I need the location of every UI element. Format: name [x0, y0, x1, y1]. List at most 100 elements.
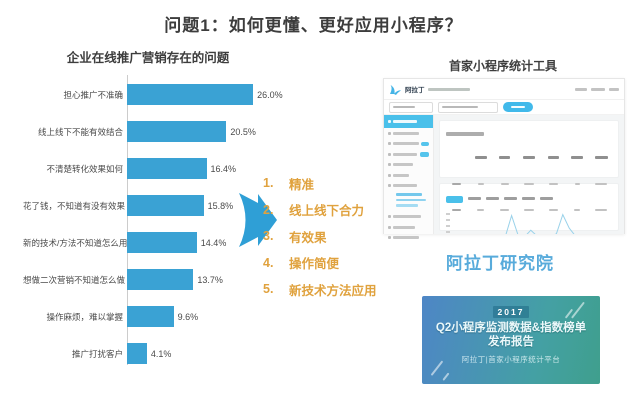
skeleton-bar: [571, 156, 584, 160]
chart-value-label: 4.1%: [150, 348, 172, 359]
sparkline-chart: [505, 213, 575, 234]
table-cell-placeholder: [595, 175, 608, 193]
sidebar-item[interactable]: [384, 160, 433, 171]
solution-item: 3. 有效果: [263, 223, 377, 250]
sidebar-item[interactable]: [384, 139, 433, 150]
badge-year: 2017: [492, 306, 530, 318]
chart-row: 新的技术/方法不知道怎么用 14.4%: [23, 224, 283, 261]
skeleton-bar: [396, 204, 418, 207]
chart-value-label: 9.6%: [177, 311, 199, 322]
badge-subtitle: 阿拉丁|首家小程序统计平台: [461, 355, 561, 364]
trend-sparkline: [446, 211, 612, 234]
table-cell-placeholder: [522, 149, 535, 167]
solution-label: 操作简便: [289, 257, 340, 272]
chart-axis-line: [127, 75, 128, 365]
query-button[interactable]: [503, 102, 533, 112]
solution-number: 1.: [263, 176, 274, 191]
skeleton-bar: [574, 208, 581, 212]
sidebar-item[interactable]: [384, 181, 433, 192]
skeleton-bar: [388, 120, 391, 123]
stats-table-panel: [439, 120, 619, 212]
tab[interactable]: [468, 190, 481, 208]
skeleton-bar: [393, 131, 419, 135]
dashboard-body: [384, 115, 624, 240]
chart-row: 花了钱，不知道有没有效果 15.8%: [23, 187, 283, 224]
table-cell-placeholder: [574, 201, 581, 219]
skeleton-bar: [393, 120, 417, 123]
filter-select[interactable]: [438, 101, 498, 113]
skeleton-bar: [499, 156, 511, 160]
chart-row: 线上线下不能有效结合 20.5%: [23, 113, 283, 150]
report-badge: 2017 Q2小程序监测数据&指数榜单发布报告 阿拉丁|首家小程序统计平台: [422, 296, 600, 384]
skeleton-bar: [468, 197, 481, 201]
solution-label: 新技术方法应用: [289, 283, 377, 298]
axis-tick: [446, 219, 450, 221]
sidebar-item[interactable]: [384, 170, 433, 181]
skeleton-bar: [388, 152, 391, 156]
sidebar-item[interactable]: [384, 128, 433, 139]
sidebar-item-active[interactable]: [384, 115, 433, 128]
tab[interactable]: [522, 190, 535, 208]
tab[interactable]: [540, 190, 553, 208]
chart-value-label: 15.8%: [207, 200, 234, 211]
tab[interactable]: [504, 190, 517, 208]
chart-rows: 担心推广不准确 26.0% 线上线下不能有效结合 20.5% 不清楚转化效果如何 16.4…: [23, 76, 283, 372]
solution-label: 有效果: [289, 230, 327, 245]
solution-item: 4. 操作简便: [263, 250, 377, 277]
chart-category-label: 新的技术/方法不知道怎么用: [23, 237, 128, 248]
skeleton-bar: [595, 208, 608, 212]
tab[interactable]: [486, 190, 499, 208]
chart-bar: [127, 306, 174, 327]
skeleton-bar: [574, 182, 580, 186]
chart-value-label: 20.5%: [230, 126, 256, 137]
skeleton-bar: [477, 182, 484, 186]
trend-tabs: [446, 190, 612, 208]
skeleton-bar: [486, 197, 499, 201]
skeleton-bar: [396, 193, 422, 196]
tab-active[interactable]: [446, 195, 463, 203]
chart-category-label: 线上线下不能有效结合: [37, 126, 123, 137]
axis-tick: [446, 225, 450, 227]
skeleton-bar: [388, 142, 391, 146]
skeleton-bar: [388, 131, 391, 135]
chart-category-label: 担心推广不准确: [63, 89, 123, 100]
sidebar-item[interactable]: [384, 233, 433, 244]
chart-value-label: 14.4%: [200, 237, 227, 248]
chart-bar: [127, 84, 254, 105]
skeleton-bar: [504, 197, 517, 201]
skeleton-bar: [393, 163, 413, 167]
decorative-slash: [442, 372, 450, 381]
sidebar-new-badge: [421, 141, 429, 146]
trend-chart-panel: [439, 183, 619, 234]
sidebar-item[interactable]: [384, 212, 433, 223]
table-cell-placeholder: [477, 201, 485, 219]
skeleton-bar: [522, 156, 535, 160]
filter-select[interactable]: [389, 101, 433, 113]
skeleton-bar: [548, 182, 558, 186]
skeleton-bar: [393, 173, 409, 177]
sidebar-item[interactable]: [384, 222, 433, 233]
skeleton-bar: [548, 208, 558, 212]
chart-category-label: 操作麻烦，难以掌握: [46, 311, 123, 322]
skeleton-bar: [388, 236, 391, 240]
chart-value-label: 26.0%: [257, 89, 283, 100]
solution-number: 5.: [263, 282, 274, 297]
solution-number: 4.: [263, 255, 274, 270]
skeleton-bar: [388, 184, 391, 188]
chart-value-label: 13.7%: [197, 274, 223, 285]
skeleton-bar: [595, 182, 608, 186]
skeleton-bar: [477, 208, 485, 212]
table-cell-placeholder: [548, 201, 558, 219]
skeleton-bar: [500, 182, 509, 186]
solution-number: 2.: [263, 202, 274, 217]
table-cell-placeholder: [500, 201, 510, 219]
table-cell-placeholder: [595, 201, 608, 219]
tool-subtitle: 首家小程序统计工具: [448, 59, 557, 73]
axis-tick: [446, 231, 450, 233]
bar-chart: 企业在线推广营销存在的问题 担心推广不准确 26.0% 线上线下不能有效结合 20.5…: [23, 47, 283, 387]
skeleton-bar: [393, 215, 421, 219]
table-cell-placeholder: [523, 175, 534, 193]
skeleton-bar: [388, 163, 391, 167]
skeleton-bar: [442, 105, 478, 109]
sidebar-item[interactable]: [384, 149, 433, 160]
